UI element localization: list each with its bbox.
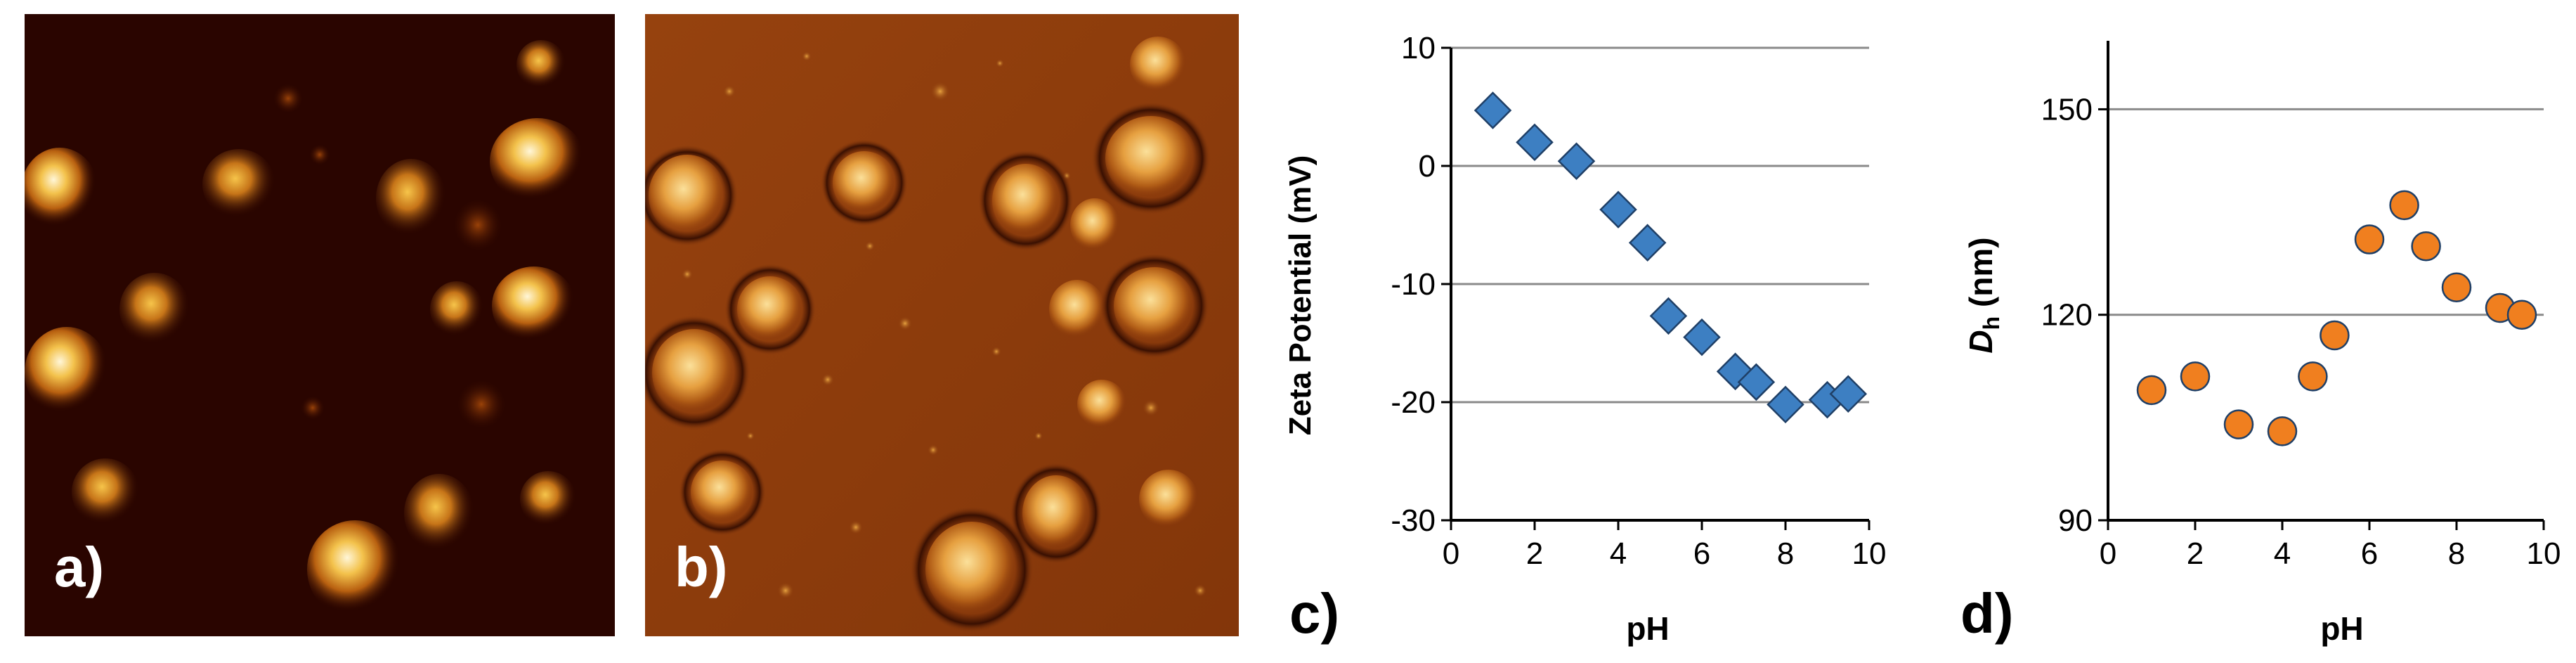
- chart-d-axes: [2098, 41, 2545, 530]
- afm-b-small-features: [682, 51, 1206, 599]
- data-point: [1516, 123, 1554, 162]
- x-tick-label: 6: [1693, 536, 1710, 571]
- chart-d-ylabel-subscript: h: [1979, 316, 2004, 330]
- chart-d-xlabel: pH: [2320, 610, 2363, 647]
- afm-image-b: b): [645, 14, 1239, 636]
- data-point: [2180, 361, 2211, 392]
- data-point: [2506, 300, 2537, 330]
- data-point: [1474, 91, 1512, 129]
- data-point: [1557, 142, 1596, 181]
- data-point: [2441, 272, 2472, 302]
- data-point: [1737, 363, 1776, 401]
- chart-zeta-potential: Zeta Potential (mV) 10 0 -10 -20 -30 0 2 4 6 8 10…: [1283, 31, 1887, 647]
- afm-image-b-graphic: [645, 14, 1239, 636]
- data-point: [1683, 318, 1721, 356]
- x-tick-label: 0: [2100, 536, 2116, 571]
- data-point: [2411, 231, 2441, 262]
- chart-c-x-tick-labels: 0 2 4 6 8 10: [1443, 536, 1887, 571]
- data-point: [1829, 375, 1868, 413]
- data-point: [1599, 191, 1637, 228]
- y-tick-label: 150: [2041, 92, 2093, 127]
- afm-image-a: a): [25, 14, 615, 636]
- chart-c-ylabel: Zeta Potential (mV): [1283, 155, 1318, 436]
- panel-label-d: d): [1960, 582, 2014, 645]
- data-point: [2389, 190, 2419, 221]
- panel-label-c: c): [1289, 582, 1339, 645]
- afm-image-a-graphic: [25, 14, 615, 636]
- x-tick-label: 8: [2448, 536, 2465, 571]
- x-tick-label: 0: [1443, 536, 1459, 571]
- chart-d-ylabel-symbol: D: [1963, 330, 1999, 353]
- chart-d-ylabel: Dh (nm): [1963, 237, 2004, 353]
- x-tick-label: 2: [2187, 536, 2204, 571]
- x-tick-label: 10: [2527, 536, 2561, 571]
- chart-c-axes: [1441, 46, 1871, 530]
- data-point: [2320, 320, 2350, 351]
- chart-d-ylabel-unit-text: (nm): [1963, 237, 1999, 307]
- chart-d-x-tick-labels: 0 2 4 6 8 10: [2100, 536, 2561, 571]
- data-point: [2267, 416, 2298, 446]
- y-tick-label: 120: [2041, 298, 2093, 333]
- y-tick-label: -30: [1391, 503, 1436, 538]
- chart-d-ylabel-unit: [1963, 307, 1999, 316]
- x-tick-label: 6: [2361, 536, 2378, 571]
- x-tick-label: 2: [1526, 536, 1543, 571]
- data-point: [1628, 224, 1667, 262]
- x-tick-label: 4: [2274, 536, 2291, 571]
- panel-label-b: b): [675, 536, 728, 598]
- afm-b-particles: [645, 37, 1211, 633]
- chart-c-gridlines: [1451, 46, 1869, 404]
- y-tick-label: 90: [2058, 503, 2093, 538]
- chart-c-xlabel: pH: [1626, 610, 1669, 647]
- data-point: [2223, 409, 2254, 439]
- data-point: [1767, 385, 1804, 424]
- chart-c-data-points: [1474, 91, 1868, 424]
- y-tick-label: 10: [1401, 31, 1436, 65]
- afm-a-particles: [25, 40, 585, 619]
- chart-d-y-tick-labels: 150 120 90: [2041, 92, 2093, 538]
- chart-d-data-points: [2136, 190, 2537, 446]
- panel-label-a: a): [54, 536, 105, 598]
- chart-d-gridlines: [2108, 108, 2544, 316]
- y-tick-label: -20: [1391, 385, 1436, 420]
- y-tick-label: 0: [1419, 149, 1436, 184]
- chart-c-y-tick-labels: 10 0 -10 -20 -30: [1391, 31, 1436, 538]
- chart-hydrodynamic-diameter: Dh (nm) 150 120 90 0 2 4 6 8 10 pH d): [1960, 41, 2561, 647]
- y-tick-label: -10: [1391, 267, 1436, 302]
- data-point: [1649, 297, 1688, 335]
- x-tick-label: 4: [1610, 536, 1627, 571]
- data-point: [2298, 361, 2328, 392]
- x-tick-label: 8: [1777, 536, 1794, 571]
- data-point: [2136, 375, 2167, 406]
- data-point: [2354, 224, 2385, 255]
- x-tick-label: 10: [1852, 536, 1887, 571]
